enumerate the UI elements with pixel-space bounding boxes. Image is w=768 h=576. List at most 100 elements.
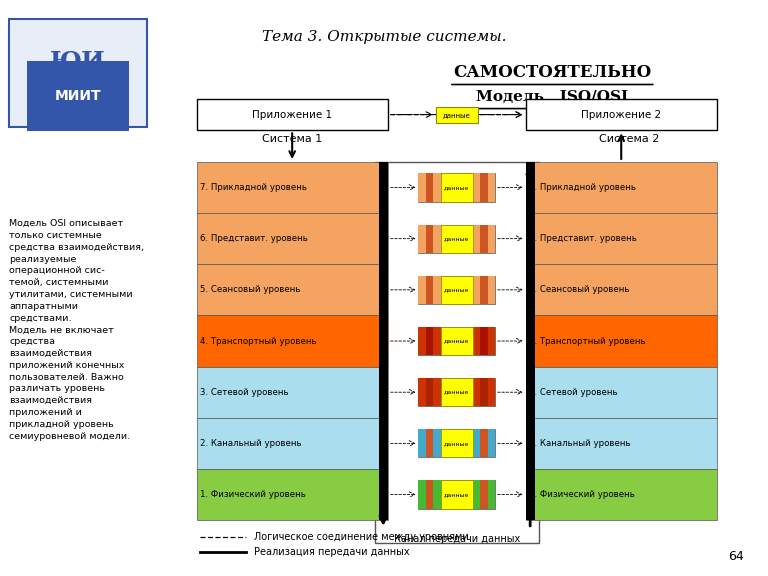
Bar bbox=[473, 378, 480, 406]
Text: данные: данные bbox=[443, 112, 471, 118]
Bar bbox=[433, 480, 441, 509]
Bar bbox=[488, 276, 495, 304]
Bar bbox=[473, 276, 480, 304]
Bar bbox=[433, 429, 441, 457]
Bar bbox=[419, 173, 425, 202]
Bar bbox=[419, 429, 495, 457]
Bar bbox=[419, 276, 495, 304]
Bar bbox=[441, 173, 473, 202]
Bar bbox=[433, 378, 441, 406]
Text: 64: 64 bbox=[728, 550, 743, 563]
Bar bbox=[473, 225, 480, 253]
Bar bbox=[419, 429, 425, 457]
Bar bbox=[441, 429, 473, 457]
Bar bbox=[480, 173, 488, 202]
Bar bbox=[441, 480, 473, 509]
Bar bbox=[419, 480, 425, 509]
Bar bbox=[425, 378, 433, 406]
Bar bbox=[488, 327, 495, 355]
Bar bbox=[488, 225, 495, 253]
Bar bbox=[425, 327, 433, 355]
Text: данные: данные bbox=[444, 441, 469, 446]
Text: данные: данные bbox=[444, 390, 469, 395]
Bar bbox=[480, 480, 488, 509]
Text: 6. Представит. уровень: 6. Представит. уровень bbox=[200, 234, 308, 243]
Bar bbox=[525, 366, 717, 418]
Bar bbox=[525, 316, 717, 366]
Bar bbox=[525, 418, 717, 469]
Text: 4. Транспортный уровень: 4. Транспортный уровень bbox=[200, 336, 317, 346]
Bar bbox=[433, 276, 441, 304]
Bar bbox=[473, 327, 480, 355]
FancyBboxPatch shape bbox=[197, 99, 388, 130]
Text: Канал передачи данных: Канал передачи данных bbox=[393, 535, 520, 544]
Text: 3. Сетевой уровень: 3. Сетевой уровень bbox=[529, 388, 618, 397]
Bar bbox=[473, 173, 480, 202]
Bar bbox=[425, 173, 433, 202]
Bar bbox=[425, 429, 433, 457]
Bar bbox=[9, 18, 147, 127]
Bar bbox=[433, 327, 441, 355]
Bar bbox=[375, 162, 538, 543]
Text: 4. Транспортный уровень: 4. Транспортный уровень bbox=[529, 336, 646, 346]
Text: САМОСТОЯТЕЛЬНО: САМОСТОЯТЕЛЬНО bbox=[453, 65, 651, 81]
Bar bbox=[419, 327, 495, 355]
Bar bbox=[197, 213, 388, 264]
Bar bbox=[433, 173, 441, 202]
Bar bbox=[197, 469, 388, 520]
Text: МИИТ: МИИТ bbox=[55, 89, 101, 103]
Bar bbox=[419, 480, 495, 509]
Bar bbox=[525, 469, 717, 520]
Text: 7. Прикладной уровень: 7. Прикладной уровень bbox=[529, 183, 637, 192]
Bar bbox=[425, 276, 433, 304]
Text: ЮИ: ЮИ bbox=[50, 50, 106, 74]
Text: Реализация передачи данных: Реализация передачи данных bbox=[254, 547, 409, 556]
Bar bbox=[197, 366, 388, 418]
Bar bbox=[480, 276, 488, 304]
Text: данные: данные bbox=[444, 236, 469, 241]
Bar bbox=[419, 378, 425, 406]
Bar bbox=[433, 225, 441, 253]
Bar bbox=[197, 162, 388, 213]
Text: 7. Прикладной уровень: 7. Прикладной уровень bbox=[200, 183, 307, 192]
Bar bbox=[525, 213, 717, 264]
Text: Логическое соединение между уровнями: Логическое соединение между уровнями bbox=[254, 532, 468, 543]
Text: данные: данные bbox=[444, 492, 469, 497]
Bar bbox=[419, 225, 425, 253]
Text: данные: данные bbox=[444, 339, 469, 343]
Bar bbox=[525, 162, 717, 213]
Text: 1. Физический уровень: 1. Физический уровень bbox=[529, 490, 635, 499]
Bar bbox=[480, 429, 488, 457]
FancyBboxPatch shape bbox=[525, 99, 717, 130]
Text: 5. Сеансовый уровень: 5. Сеансовый уровень bbox=[200, 285, 301, 294]
Bar bbox=[488, 378, 495, 406]
FancyBboxPatch shape bbox=[435, 107, 478, 123]
Bar bbox=[379, 162, 388, 520]
Text: данные: данные bbox=[444, 185, 469, 190]
Bar bbox=[488, 429, 495, 457]
Text: Приложение 2: Приложение 2 bbox=[581, 109, 661, 120]
Bar bbox=[197, 316, 388, 366]
Bar bbox=[441, 276, 473, 304]
Bar bbox=[473, 429, 480, 457]
Bar bbox=[197, 418, 388, 469]
Bar bbox=[419, 327, 425, 355]
Text: Модель   ISO/OSI: Модель ISO/OSI bbox=[476, 90, 628, 104]
Bar bbox=[425, 225, 433, 253]
Bar bbox=[419, 276, 425, 304]
Text: Тема 3. Открытые системы.: Тема 3. Открытые системы. bbox=[262, 30, 506, 44]
Bar bbox=[525, 264, 717, 316]
Text: 2. Канальный уровень: 2. Канальный уровень bbox=[200, 439, 302, 448]
Bar bbox=[480, 225, 488, 253]
Text: 3. Сетевой уровень: 3. Сетевой уровень bbox=[200, 388, 289, 397]
Text: Модель OSI описывает
только системные
средства взаимодействия,
реализуемые
опера: Модель OSI описывает только системные ср… bbox=[9, 219, 144, 441]
Bar bbox=[419, 173, 495, 202]
Text: 6. Представит. уровень: 6. Представит. уровень bbox=[529, 234, 637, 243]
Text: 5. Сеансовый уровень: 5. Сеансовый уровень bbox=[529, 285, 630, 294]
Bar bbox=[419, 225, 495, 253]
Text: 2. Канальный уровень: 2. Канальный уровень bbox=[529, 439, 631, 448]
Bar bbox=[525, 162, 535, 520]
Text: Приложение 1: Приложение 1 bbox=[252, 109, 333, 120]
Bar bbox=[425, 480, 433, 509]
Text: 1. Физический уровень: 1. Физический уровень bbox=[200, 490, 306, 499]
